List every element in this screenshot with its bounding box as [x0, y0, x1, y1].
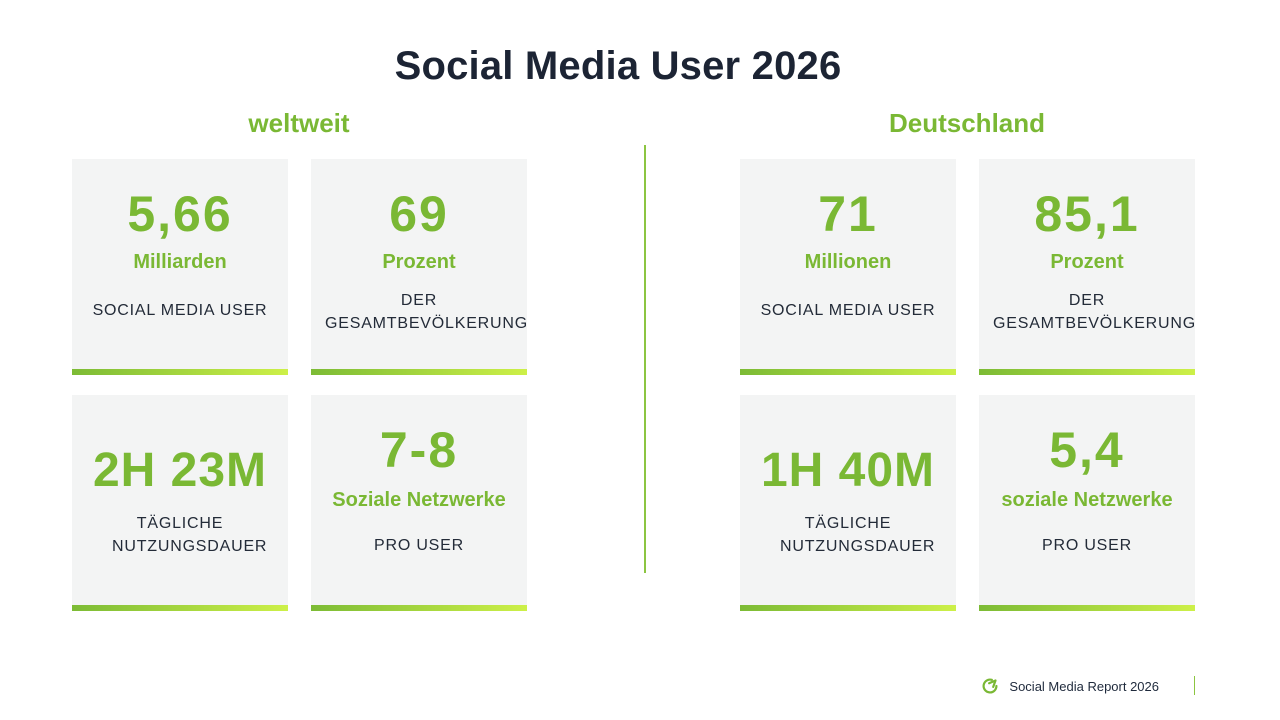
- footer-divider: [1194, 676, 1195, 695]
- stat-unit: Prozent: [1050, 251, 1124, 273]
- stat-unit: soziale Netzwerke: [1001, 489, 1173, 511]
- stat-unit: Soziale Netzwerke: [332, 489, 506, 511]
- stat-value: 7-8: [379, 422, 459, 478]
- stat-description: PRO USER: [1042, 537, 1132, 554]
- stat-description: SOCIAL MEDIA USER: [92, 302, 268, 319]
- section-title-deutschland: Deutschland: [888, 108, 1046, 138]
- stat-value: 2H 23M: [92, 444, 268, 497]
- stat-unit: Prozent: [382, 251, 456, 273]
- footer-label: Social Media Report 2026: [1009, 678, 1159, 694]
- stat-card-de-networks: 5,4 soziale Netzwerke PRO USER: [979, 395, 1195, 611]
- stat-description: TÄGLICHE NUTZUNGSDAUER: [112, 515, 268, 555]
- footer: Social Media Report 2026: [979, 675, 1159, 697]
- stat-card-de-users: 71 Millionen SOCIAL MEDIA USER: [740, 159, 956, 375]
- stat-value: 69: [389, 186, 449, 242]
- stat-unit: Millionen: [804, 251, 892, 273]
- stat-description: DER GESAMTBEVÖLKERUNG: [993, 292, 1196, 332]
- stat-card-world-networks: 7-8 Soziale Netzwerke PRO USER: [311, 395, 527, 611]
- refresh-arrow-icon: [982, 678, 998, 694]
- section-divider: [644, 145, 646, 573]
- stat-value: 71: [818, 186, 878, 242]
- stat-value: 5,66: [127, 186, 233, 242]
- stat-card-de-percent: 85,1 Prozent DER GESAMTBEVÖLKERUNG: [979, 159, 1195, 375]
- stat-description: TÄGLICHE NUTZUNGSDAUER: [780, 515, 936, 555]
- stat-card-de-duration: 1H 40M TÄGLICHE NUTZUNGSDAUER: [740, 395, 956, 611]
- stat-unit: Milliarden: [133, 251, 227, 273]
- stat-card-world-duration: 2H 23M TÄGLICHE NUTZUNGSDAUER: [72, 395, 288, 611]
- stat-value: 1H 40M: [760, 444, 936, 497]
- stat-card-world-users: 5,66 Milliarden SOCIAL MEDIA USER: [72, 159, 288, 375]
- stat-description: SOCIAL MEDIA USER: [760, 302, 936, 319]
- stat-value: 5,4: [1049, 422, 1125, 478]
- stat-card-world-percent: 69 Prozent DER GESAMTBEVÖLKERUNG: [311, 159, 527, 375]
- page-title: Social Media User 2026: [394, 44, 842, 88]
- stat-description: PRO USER: [374, 537, 464, 554]
- stat-value: 85,1: [1034, 186, 1140, 242]
- section-title-weltweit: weltweit: [248, 108, 350, 138]
- stat-description: DER GESAMTBEVÖLKERUNG: [325, 292, 528, 332]
